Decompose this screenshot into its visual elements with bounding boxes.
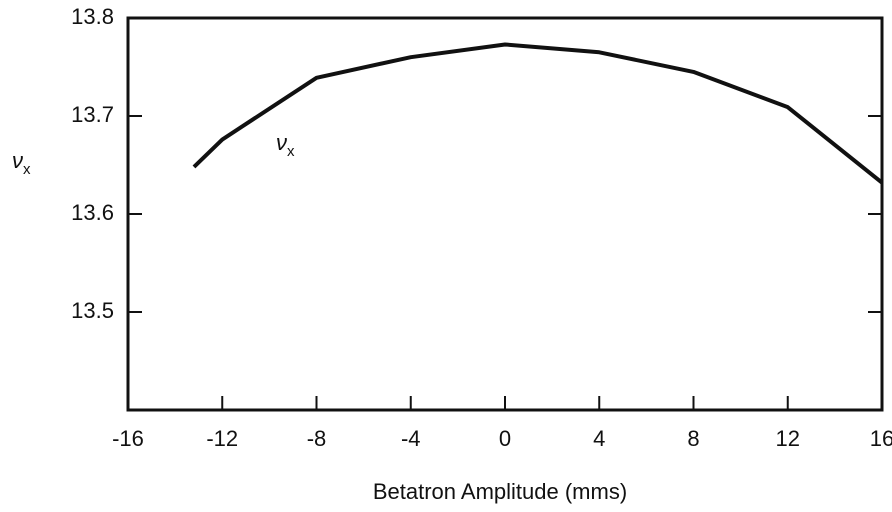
y-axis-label: νx [12,148,31,178]
y-label-symbol: ν [12,148,23,173]
y-tick-label: 13.6 [71,200,114,225]
x-tick-label: -8 [307,426,327,451]
x-tick-label: 16 [870,426,892,451]
annotation-symbol: ν [276,130,287,155]
x-tick-label: -12 [206,426,238,451]
x-tick-label: 12 [776,426,800,451]
data-line [192,42,884,185]
y-tick-label: 13.7 [71,102,114,127]
y-tick-label: 13.8 [71,4,114,29]
plot-frame [126,16,884,412]
annotation: νx [276,130,295,160]
annotation-subscript: x [287,143,295,160]
x-tick-label: 0 [499,426,511,451]
y-tick-label: 13.5 [71,298,114,323]
y-label-subscript: x [23,161,31,178]
x-axis-label: Betatron Amplitude (mms) [373,479,627,504]
x-tick-label: -4 [401,426,421,451]
x-tick-label: 4 [593,426,605,451]
x-tick-label: -16 [112,426,144,451]
x-tick-label: 8 [687,426,699,451]
